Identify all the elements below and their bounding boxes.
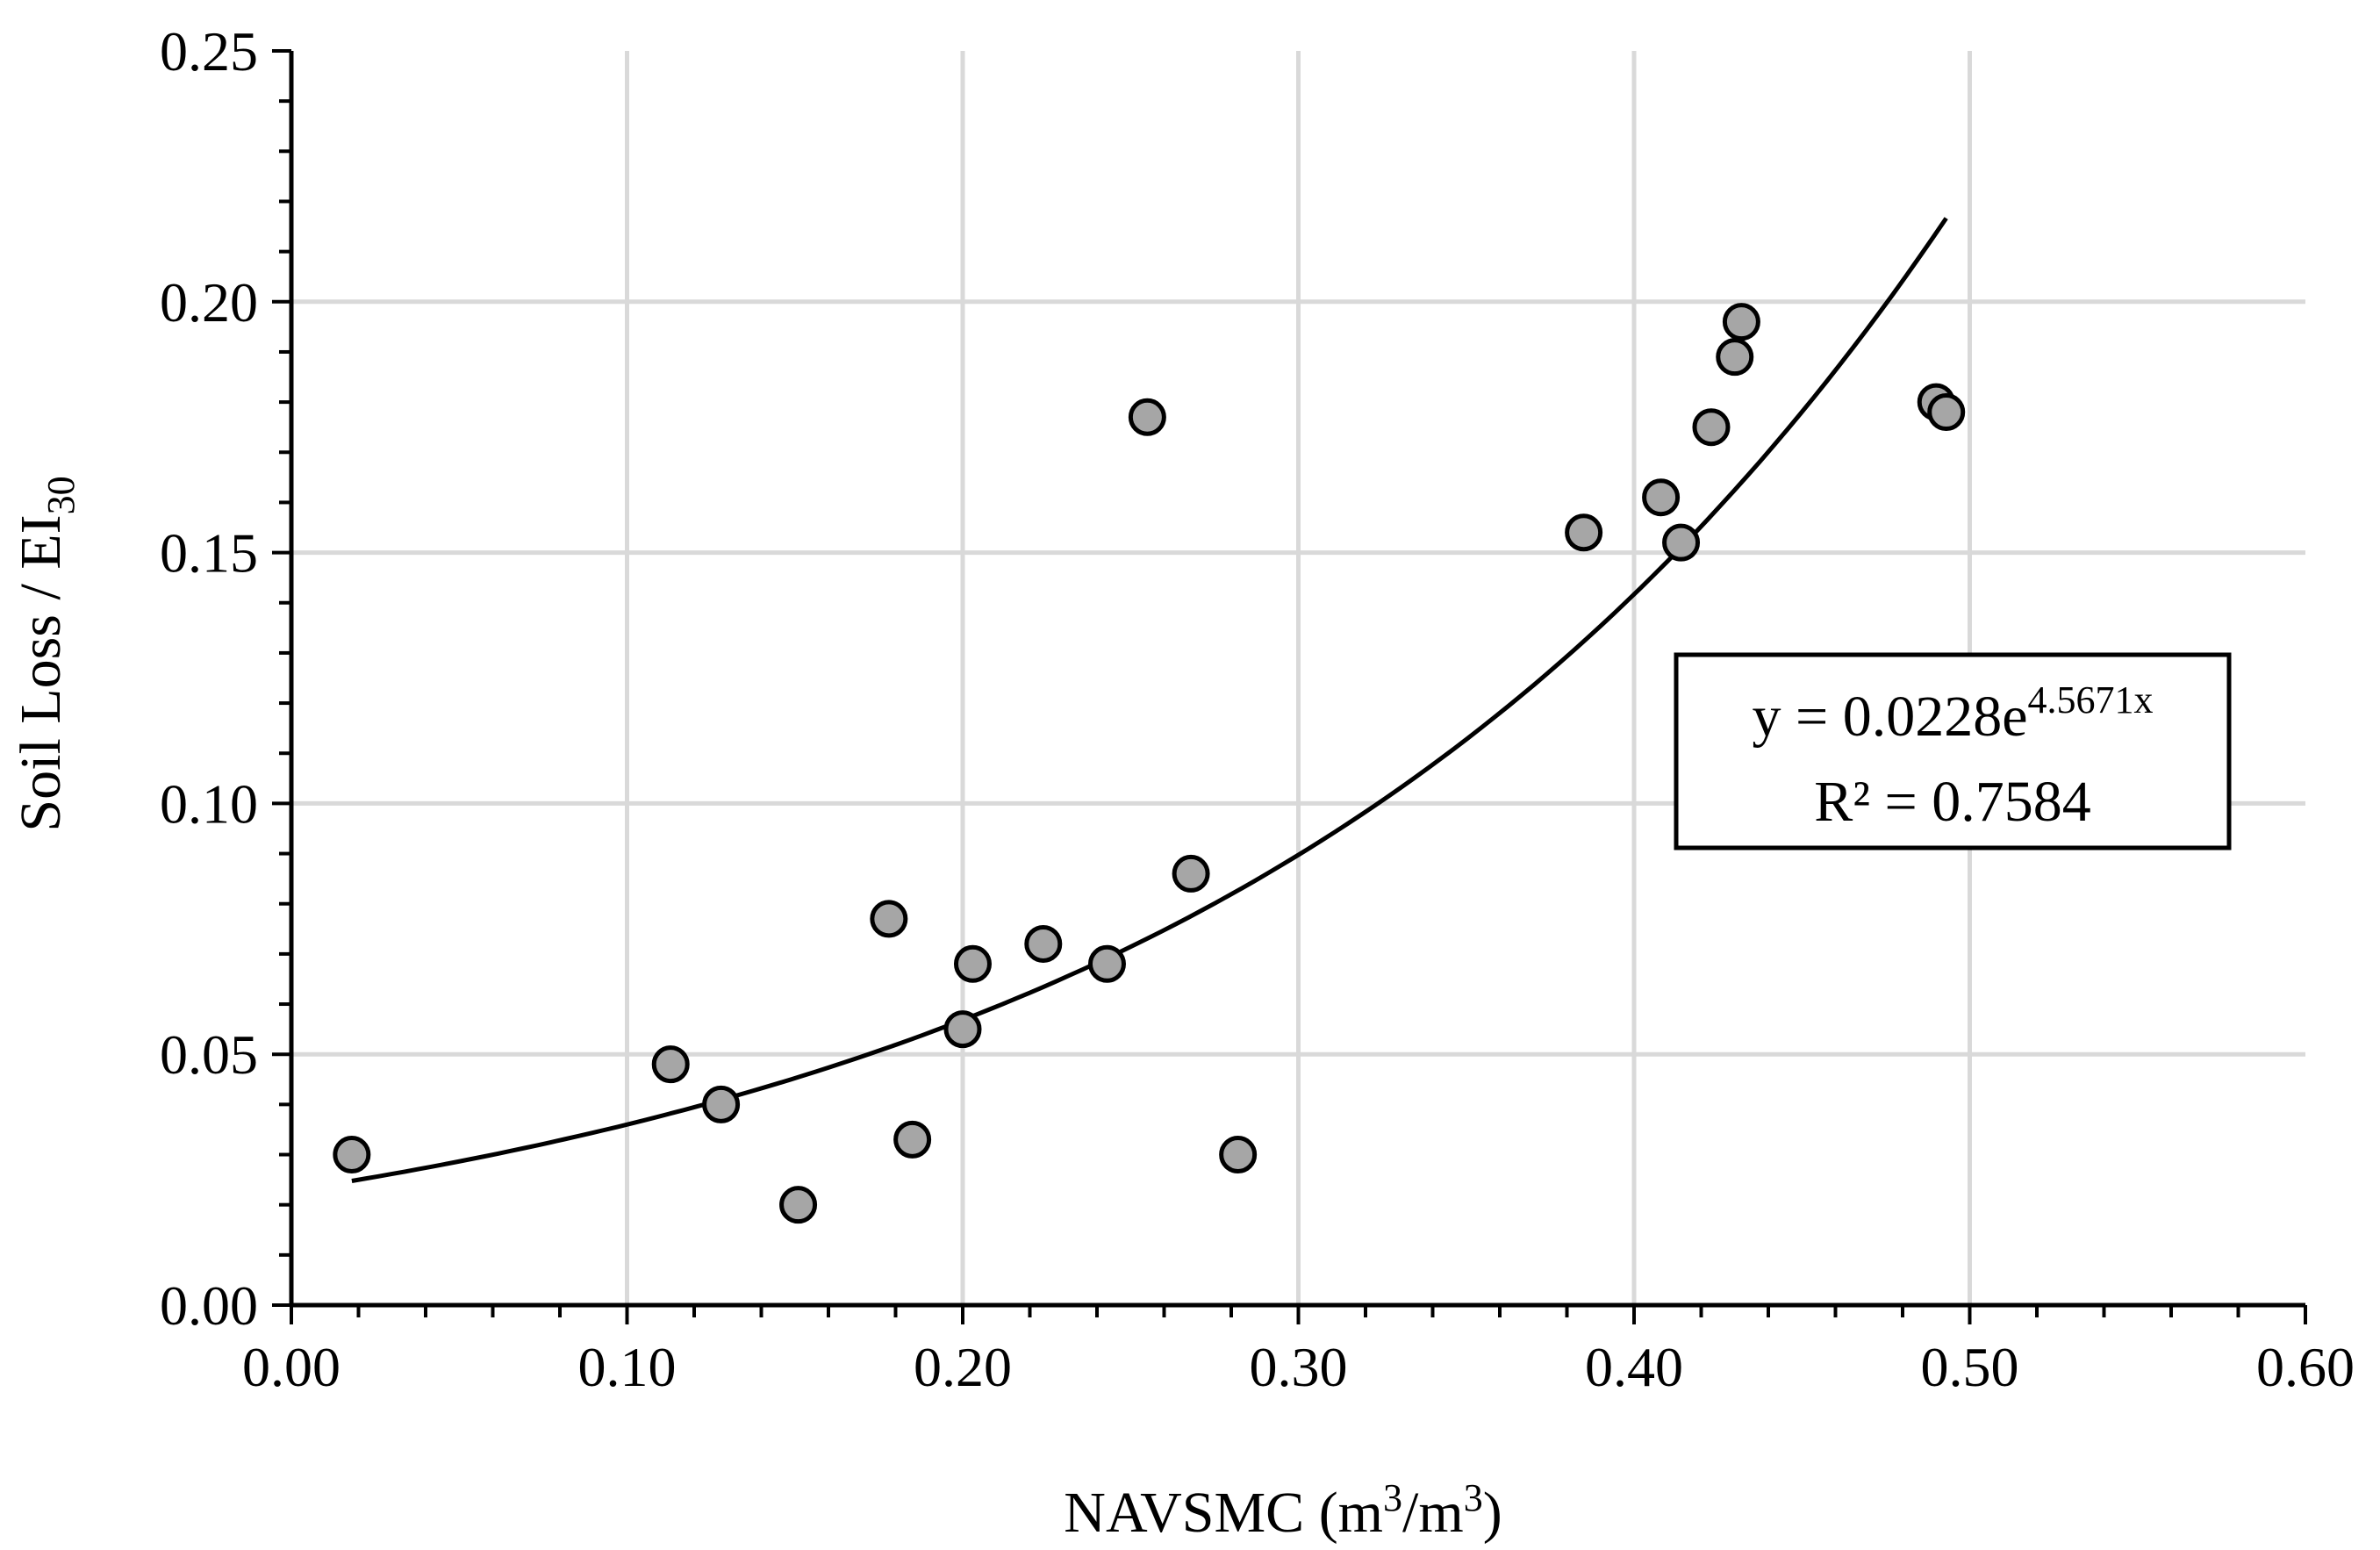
y-tick-labels: 0.00 0.05 0.10 0.15 0.20 0.25 bbox=[160, 20, 258, 1337]
x-tick-label-1: 0.10 bbox=[578, 1336, 677, 1398]
x-axis-title-sup-1: 3 bbox=[1383, 1476, 1402, 1519]
x-tick-label-4: 0.40 bbox=[1585, 1336, 1683, 1398]
data-point-1 bbox=[651, 1045, 690, 1084]
axes bbox=[289, 51, 2305, 1308]
x-tick-label-5: 0.50 bbox=[1921, 1336, 2019, 1398]
y-axis-title-main: Soil Loss / EI bbox=[9, 514, 73, 831]
x-tick-label-2: 0.20 bbox=[914, 1336, 1012, 1398]
data-point-10 bbox=[1128, 398, 1166, 436]
data-point-11 bbox=[1172, 854, 1210, 893]
data-point-2 bbox=[702, 1085, 741, 1123]
x-axis-title-mid: /m bbox=[1402, 1481, 1464, 1545]
data-point-14 bbox=[1642, 478, 1681, 517]
data-point-4 bbox=[870, 900, 908, 938]
data-point-12 bbox=[1219, 1136, 1258, 1174]
data-points bbox=[333, 303, 1966, 1224]
y-axis-title: Soil Loss / EI30 bbox=[9, 476, 82, 831]
data-point-7 bbox=[953, 944, 992, 983]
equation-box: y = 0.0228e4.5671x R² = 0.7584 bbox=[1674, 652, 2232, 850]
y-tick-label-4: 0.20 bbox=[160, 271, 258, 334]
equation-line-1: y = 0.0228e4.5671x bbox=[1752, 678, 2153, 749]
data-point-15 bbox=[1662, 523, 1701, 562]
equation-exponent: 4.5671x bbox=[2028, 678, 2154, 721]
x-tick-labels: 0.00 0.10 0.20 0.30 0.40 0.50 0.60 bbox=[242, 1336, 2355, 1398]
data-point-5 bbox=[893, 1120, 932, 1159]
x-axis-title-end: ) bbox=[1483, 1481, 1502, 1545]
x-axis-title-sup-2: 3 bbox=[1464, 1476, 1483, 1519]
x-tick-label-0: 0.00 bbox=[242, 1336, 341, 1398]
y-tick-label-0: 0.00 bbox=[160, 1274, 258, 1337]
y-tick-label-2: 0.10 bbox=[160, 772, 258, 835]
y-tick-label-1: 0.05 bbox=[160, 1023, 258, 1086]
data-point-9 bbox=[1087, 944, 1126, 983]
x-tick-label-6: 0.60 bbox=[2256, 1336, 2355, 1398]
y-tick-label-3: 0.15 bbox=[160, 522, 258, 585]
x-axis-title-main: NAVSMC (m bbox=[1064, 1481, 1383, 1545]
data-point-18 bbox=[1722, 303, 1760, 341]
y-axis-title-sub: 30 bbox=[39, 476, 82, 514]
equation-base: y = 0.0228e bbox=[1752, 685, 2027, 749]
data-point-13 bbox=[1565, 513, 1603, 552]
x-tick-label-3: 0.30 bbox=[1250, 1336, 1348, 1398]
x-axis-title: NAVSMC (m3/m3) bbox=[1064, 1476, 1502, 1545]
data-point-0 bbox=[333, 1136, 371, 1174]
y-tick-label-5: 0.25 bbox=[160, 20, 258, 83]
data-point-3 bbox=[779, 1186, 818, 1224]
equation-box-frame bbox=[1674, 652, 2232, 850]
data-point-16 bbox=[1692, 408, 1731, 447]
data-point-6 bbox=[943, 1010, 982, 1049]
equation-line-2: R² = 0.7584 bbox=[1814, 770, 2091, 834]
data-point-20 bbox=[1927, 393, 1966, 432]
data-point-8 bbox=[1024, 924, 1063, 963]
data-point-17 bbox=[1716, 338, 1754, 377]
